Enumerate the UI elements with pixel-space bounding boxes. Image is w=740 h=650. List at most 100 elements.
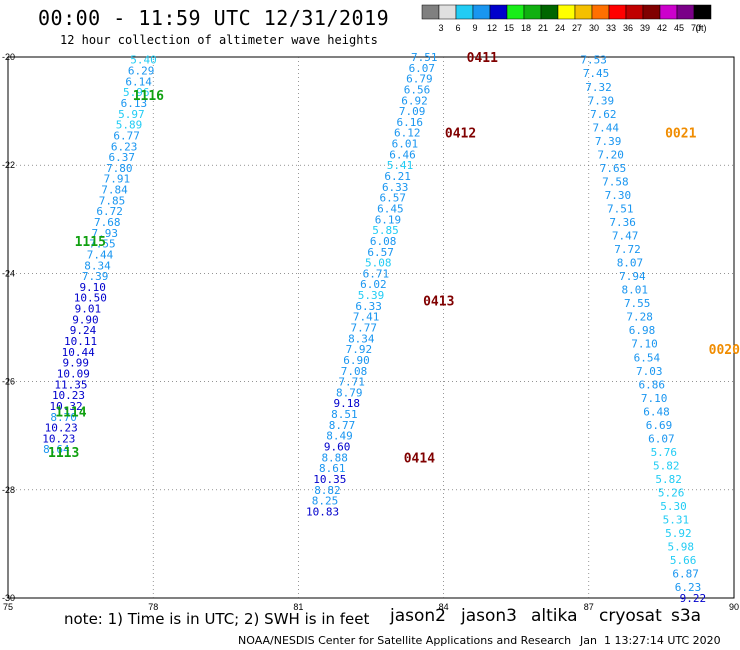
agency-credit: NOAA/NESDIS Center for Satellite Applica… <box>238 634 572 647</box>
pass-time-label: 0413 <box>423 294 454 309</box>
y-tick-label: -28 <box>2 485 15 495</box>
track-cryosat: 7.516.076.796.566.927.096.166.126.016.46… <box>306 51 498 518</box>
wave-height-value: 7.47 <box>612 230 639 243</box>
pass-time-label: 1113 <box>48 446 79 461</box>
wave-height-value: 7.10 <box>631 338 658 351</box>
wave-height-value: 7.39 <box>82 270 109 283</box>
color-scale-tick: 36 <box>623 23 633 33</box>
wave-height-value: 8.01 <box>622 284 649 297</box>
wave-height-value: 7.77 <box>350 322 377 335</box>
wave-height-value: 9.24 <box>70 324 97 337</box>
wave-height-value: 7.62 <box>590 108 617 121</box>
wave-height-value: 5.08 <box>365 257 392 270</box>
wave-height-value: 7.68 <box>94 216 121 229</box>
wave-height-value: 10.35 <box>313 473 346 486</box>
x-tick-label: 78 <box>148 602 158 612</box>
color-swatch <box>693 4 712 20</box>
legend-s3a: s3a <box>671 606 702 626</box>
wave-height-value: 6.69 <box>646 419 673 432</box>
wave-height-value: 6.77 <box>113 129 140 142</box>
color-scale-tick: 15 <box>504 23 514 33</box>
color-scale-tick: 3 <box>438 23 443 33</box>
wave-height-value: 7.51 <box>607 202 634 215</box>
wave-height-value: 7.20 <box>597 148 624 161</box>
wave-height-value: 5.76 <box>651 446 678 459</box>
x-tick-label: 75 <box>3 602 13 612</box>
wave-height-value: 10.50 <box>74 292 107 305</box>
wave-height-value: 6.21 <box>384 170 411 183</box>
wave-height-value: 10.23 <box>45 422 78 435</box>
wave-height-value: 6.16 <box>396 116 423 129</box>
y-tick-label: -22 <box>2 160 15 170</box>
wave-height-value: 9.90 <box>72 313 99 326</box>
pass-time-label: 0412 <box>445 127 476 142</box>
wave-height-value: 7.32 <box>585 81 612 94</box>
wave-height-value: 7.92 <box>346 343 373 356</box>
color-scale-tick: 42 <box>657 23 667 33</box>
wave-height-value: 5.31 <box>663 514 690 527</box>
legend-jason2: jason2 <box>390 606 446 626</box>
legend-cryosat: cryosat <box>599 606 662 626</box>
legend-altika: altika <box>531 606 578 626</box>
wave-height-value: 7.36 <box>609 216 636 229</box>
wave-height-value: 10.23 <box>42 432 75 445</box>
track-jason3: 5.406.296.145.966.135.975.896.776.236.37… <box>42 54 164 461</box>
wave-height-value: 5.82 <box>655 473 682 486</box>
pass-time-label: 1116 <box>133 89 164 104</box>
wave-height-value: 7.94 <box>619 270 646 283</box>
wave-height-value: 8.82 <box>314 484 341 497</box>
wave-height-value: 7.65 <box>600 162 627 175</box>
wave-height-value: 7.03 <box>636 365 663 378</box>
wave-height-value: 7.09 <box>399 105 426 118</box>
wave-height-value: 8.25 <box>312 495 339 508</box>
wave-height-value: 5.98 <box>668 541 695 554</box>
wave-height-value: 6.56 <box>404 83 431 96</box>
wave-height-value: 7.55 <box>624 297 651 310</box>
wave-height-value: 6.19 <box>375 213 402 226</box>
wave-height-value: 5.85 <box>372 224 399 237</box>
wave-height-value: 5.66 <box>670 554 697 567</box>
wave-height-value: 8.64 <box>43 443 70 456</box>
wave-height-value: 5.97 <box>118 108 145 121</box>
wave-height-value: 6.12 <box>394 127 421 140</box>
wave-height-value: 6.23 <box>675 581 702 594</box>
color-scale-tick: 6 <box>455 23 460 33</box>
wave-height-value: 7.71 <box>338 376 365 389</box>
wave-height-value: 6.02 <box>360 278 387 291</box>
wave-height-value: 6.71 <box>363 267 390 280</box>
wave-height-value: 5.26 <box>658 487 685 500</box>
color-scale-tick: 27 <box>572 23 582 33</box>
wave-height-value: 6.01 <box>392 138 419 151</box>
color-scale-tick: 24 <box>555 23 565 33</box>
wave-height-value: 10.09 <box>57 367 90 380</box>
wave-height-value: 6.33 <box>382 181 409 194</box>
chart-title: 00:00 - 11:59 UTC 12/31/2019 <box>38 6 390 30</box>
wave-height-value: 8.51 <box>331 408 358 421</box>
wave-height-value: 6.13 <box>121 97 148 110</box>
wave-height-value: 7.28 <box>626 311 653 324</box>
legend-jason3: jason3 <box>461 606 517 626</box>
wave-height-value: 5.40 <box>130 54 157 67</box>
wave-height-value: 8.34 <box>348 332 375 345</box>
wave-height-value: 10.32 <box>50 400 83 413</box>
color-scale-tick: 45 <box>674 23 684 33</box>
wave-height-value: 6.29 <box>128 65 155 78</box>
wave-height-value: 5.39 <box>358 289 385 302</box>
wave-height-value: 8.34 <box>84 259 111 272</box>
wave-height-value: 8.88 <box>321 451 348 464</box>
x-tick-label: 90 <box>729 602 739 612</box>
wave-height-value: 7.44 <box>87 248 114 261</box>
wave-height-value: 8.79 <box>336 386 363 399</box>
wave-height-value: 7.44 <box>592 121 619 134</box>
wave-height-value: 6.87 <box>672 568 699 581</box>
color-scale-legend: 3 6 9 12 15 18 21 24 27 30 33 36 39 42 45 70(ft) <box>421 4 712 33</box>
wave-height-value: 7.91 <box>104 173 131 186</box>
wave-height-value: 8.49 <box>326 430 353 443</box>
wave-height-value: 11.35 <box>54 378 87 391</box>
wave-height-value: 10.44 <box>62 346 95 359</box>
wave-height-value: 7.39 <box>588 94 615 107</box>
wave-height-value: 7.84 <box>101 184 128 197</box>
wave-height-value: 6.33 <box>355 300 382 313</box>
wave-height-value: 6.08 <box>370 235 397 248</box>
pass-time-label: 1115 <box>75 235 106 250</box>
